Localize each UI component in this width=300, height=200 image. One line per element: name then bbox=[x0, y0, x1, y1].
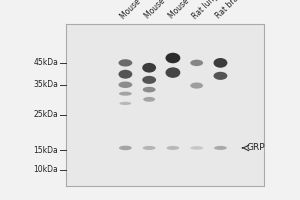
Ellipse shape bbox=[214, 146, 227, 150]
Text: Mouse stomach: Mouse stomach bbox=[167, 0, 215, 21]
Ellipse shape bbox=[166, 53, 180, 63]
Ellipse shape bbox=[118, 82, 132, 88]
Text: 45kDa: 45kDa bbox=[33, 58, 58, 67]
Text: Rat brain: Rat brain bbox=[214, 0, 245, 21]
Ellipse shape bbox=[118, 70, 132, 79]
Text: GRP: GRP bbox=[246, 143, 265, 152]
Ellipse shape bbox=[167, 146, 179, 150]
Text: 25kDa: 25kDa bbox=[33, 110, 58, 119]
Ellipse shape bbox=[119, 146, 132, 150]
Ellipse shape bbox=[190, 82, 203, 89]
Ellipse shape bbox=[214, 72, 227, 80]
Text: 15kDa: 15kDa bbox=[33, 146, 58, 155]
Text: Rat lung: Rat lung bbox=[190, 0, 220, 21]
Ellipse shape bbox=[143, 146, 156, 150]
Text: Mouse brain: Mouse brain bbox=[143, 0, 182, 21]
Ellipse shape bbox=[214, 58, 227, 68]
Text: 10kDa: 10kDa bbox=[33, 165, 58, 174]
Ellipse shape bbox=[143, 87, 156, 92]
Ellipse shape bbox=[190, 146, 203, 150]
Ellipse shape bbox=[119, 92, 132, 96]
Ellipse shape bbox=[166, 67, 180, 78]
Ellipse shape bbox=[142, 63, 156, 73]
Ellipse shape bbox=[142, 76, 156, 84]
Ellipse shape bbox=[118, 59, 132, 67]
Ellipse shape bbox=[119, 102, 131, 105]
Text: Mouse lung: Mouse lung bbox=[119, 0, 157, 21]
Ellipse shape bbox=[143, 97, 155, 102]
Ellipse shape bbox=[190, 60, 203, 66]
Text: 35kDa: 35kDa bbox=[33, 80, 58, 89]
